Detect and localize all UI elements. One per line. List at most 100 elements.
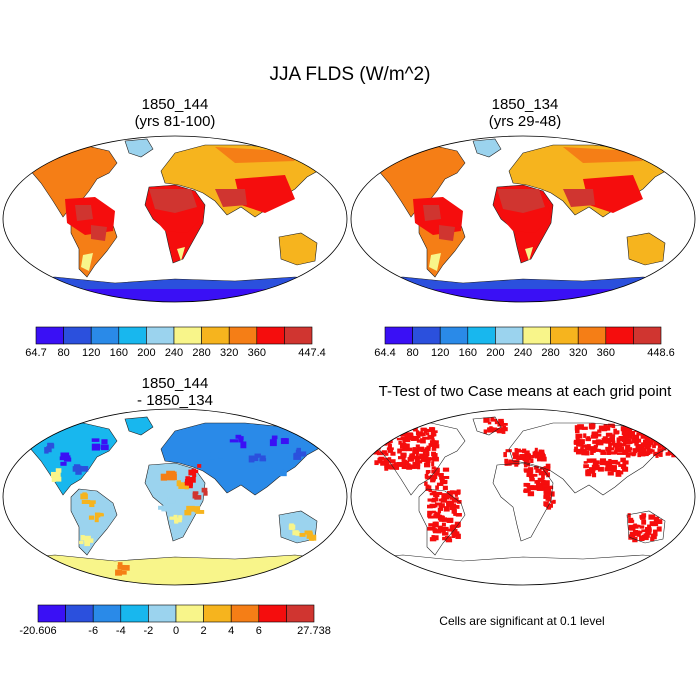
sig-cell [540, 479, 546, 486]
sig-cell [550, 491, 555, 497]
colorbar-tick-label: 200 [486, 347, 504, 359]
colorbar-box [258, 604, 287, 623]
sig-cell [574, 425, 579, 431]
sig-cell [633, 423, 637, 428]
sig-cell [667, 429, 673, 434]
sig-cell [592, 460, 598, 466]
coastline-namerica [376, 422, 466, 496]
difference-cells [44, 434, 317, 576]
sig-cell [649, 521, 657, 527]
panel-1-title-line1: 1850_144 [141, 96, 209, 113]
sig-cell [652, 535, 657, 540]
colorbar-box [228, 326, 258, 345]
diff-cell [65, 455, 71, 462]
sig-cell [540, 456, 547, 462]
panel-3-title: 1850_144 - 1850_134 [25, 375, 325, 409]
diff-cell [166, 499, 176, 504]
sig-cell [625, 447, 632, 453]
sig-cell [543, 480, 550, 486]
diff-cell [178, 485, 187, 489]
sig-cell [645, 424, 652, 428]
sig-cell [432, 528, 437, 534]
sig-cell [639, 535, 645, 542]
sig-cell [607, 471, 614, 476]
sig-cell [427, 434, 435, 440]
sig-cell [403, 437, 411, 443]
map-border [350, 408, 696, 586]
sig-cell [430, 457, 434, 461]
diff-cell [81, 499, 91, 504]
sig-cell [411, 435, 419, 440]
sig-cell [522, 448, 527, 454]
sig-cell [406, 464, 413, 470]
sig-cell [498, 418, 504, 423]
sig-cell [387, 436, 392, 441]
sig-cell [402, 438, 406, 444]
sig-cell [575, 436, 580, 442]
sig-cell [514, 448, 521, 452]
sig-cell [415, 430, 420, 436]
sig-cell [523, 482, 529, 487]
diff-cell [281, 438, 288, 443]
diff-cell [293, 453, 302, 460]
sig-cell [494, 418, 498, 422]
colorbar-box [412, 326, 441, 345]
diff-cell [292, 530, 299, 536]
sig-cell [508, 459, 513, 463]
colorbar-box [203, 604, 232, 623]
sig-cell [524, 450, 530, 456]
sig-cell [420, 448, 428, 453]
sig-cell [421, 432, 426, 437]
sig-cell [438, 473, 444, 478]
sig-cell [585, 444, 590, 448]
sig-cell [399, 442, 407, 449]
colorbar-tick-label: 160 [459, 347, 477, 359]
sig-cell [490, 417, 495, 422]
sig-cell [412, 449, 419, 455]
sig-cell [442, 475, 450, 479]
sig-cell [523, 463, 528, 468]
sig-cell [384, 464, 391, 469]
panel-4-title: T-Test of two Case means at each grid po… [345, 383, 700, 400]
sig-cell [446, 520, 453, 523]
diff-cell [51, 471, 59, 478]
sig-cell [623, 435, 629, 441]
sig-cell [629, 432, 635, 436]
colorbar-tick-label: 160 [110, 347, 128, 359]
sig-cell [389, 465, 395, 469]
sig-cell [411, 464, 415, 469]
sig-cell [652, 424, 657, 428]
diff-cell [169, 471, 177, 476]
sig-cell [451, 508, 457, 514]
sig-cell [431, 466, 436, 470]
diff-cell [259, 458, 267, 462]
panel-2-title-line1: 1850_134 [491, 96, 559, 113]
sig-cell [646, 448, 653, 454]
diff-cell [169, 516, 178, 520]
sig-cell [656, 430, 661, 434]
sig-cell [600, 461, 606, 466]
sig-cell [431, 469, 436, 474]
sig-cell [583, 461, 588, 464]
colorbar-tick-label: 6 [256, 625, 262, 637]
sig-cell [600, 451, 607, 455]
sig-cell [433, 492, 440, 498]
sig-cell [644, 532, 650, 538]
sig-cell [373, 434, 377, 438]
sig-cell [419, 453, 425, 458]
sig-cell [627, 513, 631, 518]
sig-cell [401, 466, 409, 470]
colorbar-box [467, 326, 496, 345]
sig-cell [383, 457, 390, 463]
sig-cell [647, 524, 652, 528]
sig-cell [430, 477, 436, 481]
sig-cell [384, 452, 389, 456]
colorbar-box [148, 604, 177, 623]
sig-cell [646, 437, 651, 442]
sig-cell [380, 434, 385, 438]
coastline-samerica [418, 488, 466, 556]
sig-cell [378, 435, 385, 439]
sig-cell [446, 528, 453, 532]
sig-cell [631, 534, 636, 538]
sig-cell [575, 450, 583, 455]
